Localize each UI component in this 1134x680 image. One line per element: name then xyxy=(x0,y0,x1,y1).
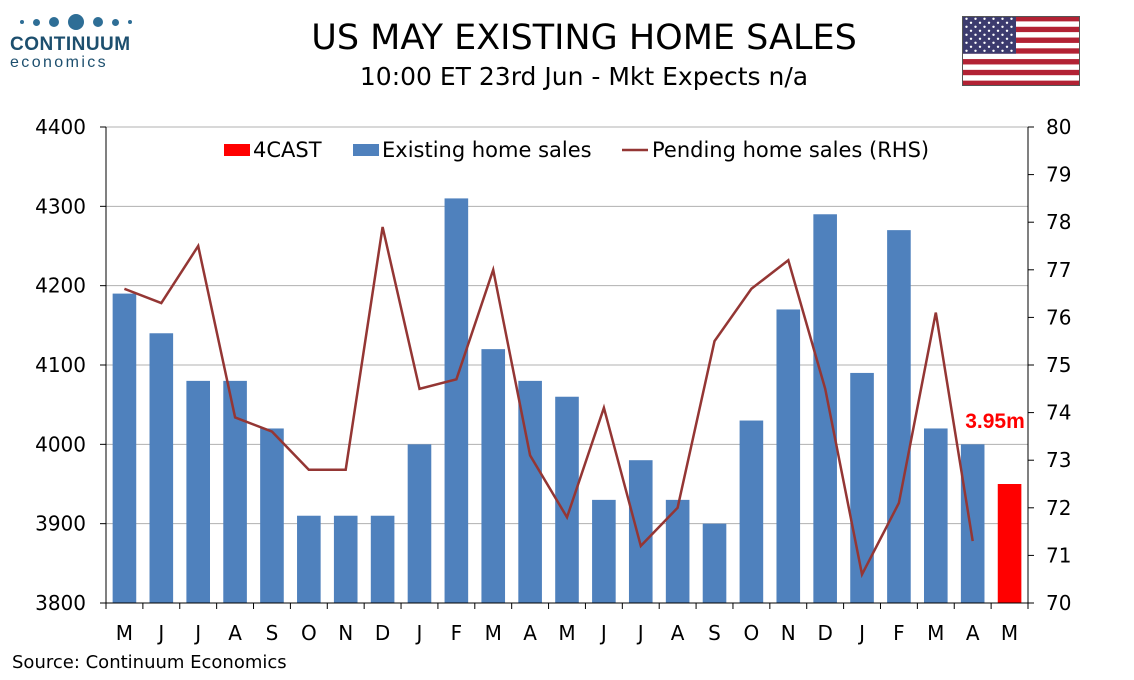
x-tick-label: D xyxy=(375,621,390,645)
y-right-tick-label: 72 xyxy=(1046,496,1071,520)
bar-existing-home-sales xyxy=(333,515,358,603)
legend-swatch-existing xyxy=(353,144,379,156)
x-tick-label: D xyxy=(817,621,832,645)
y-right-tick-label: 77 xyxy=(1046,258,1071,282)
bar-existing-home-sales xyxy=(555,396,579,603)
x-tick-label: N xyxy=(781,621,796,645)
company-logo: CONTINUUM economics xyxy=(10,12,140,72)
bar-existing-home-sales xyxy=(887,230,911,603)
forecast-value-label: 3.95m xyxy=(965,410,1025,433)
bar-existing-home-sales xyxy=(260,428,284,603)
logo-dot xyxy=(112,18,119,26)
source-note: Source: Continuum Economics xyxy=(12,652,287,673)
logo-dot xyxy=(93,17,103,27)
x-tick-label: O xyxy=(744,621,760,645)
x-tick-label: A xyxy=(228,621,242,645)
bar-existing-home-sales xyxy=(223,380,247,603)
bar-existing-home-sales xyxy=(702,523,727,603)
logo-dot xyxy=(33,18,40,26)
y-left-tick-label: 4000 xyxy=(35,432,86,456)
chart-title: US MAY EXISTING HOME SALES xyxy=(311,18,857,58)
y-left-tick-label: 3800 xyxy=(35,591,86,615)
bar-existing-home-sales xyxy=(628,460,653,603)
logo-dot xyxy=(20,20,24,24)
y-right-tick-label: 76 xyxy=(1046,305,1071,329)
bar-existing-home-sales xyxy=(186,380,211,603)
bar-existing-home-sales xyxy=(370,515,395,603)
legend: 4CAST Existing home sales Pending home sal… xyxy=(224,138,929,162)
x-tick-label: J xyxy=(599,621,607,645)
bar-existing-home-sales xyxy=(739,420,764,603)
logo-name: CONTINUUM xyxy=(10,34,131,55)
bar-existing-home-sales xyxy=(481,349,506,603)
y-right-tick-label: 75 xyxy=(1046,353,1071,377)
x-tick-label: S xyxy=(708,621,721,645)
logo-dot xyxy=(68,14,84,30)
y-right-tick-label: 74 xyxy=(1046,401,1071,425)
bar-forecast xyxy=(997,484,1022,603)
line-group xyxy=(123,226,974,579)
bar-existing-home-sales xyxy=(923,428,948,603)
pending-home-sales-line xyxy=(123,226,974,579)
axes-group: 3800 3900 4000 4100 4200 4300 4400 70 71 72 73 74 75… xyxy=(35,115,1071,645)
y-right-tick-label: 78 xyxy=(1046,210,1071,234)
legend-label-pending: Pending home sales (RHS) xyxy=(652,138,929,162)
y-right-tick-label: 80 xyxy=(1046,115,1071,139)
legend-label-forecast: 4CAST xyxy=(253,138,322,162)
chart-subtitle: 10:00 ET 23rd Jun - Mkt Expects n/a xyxy=(359,62,809,91)
bar-existing-home-sales xyxy=(112,293,137,603)
x-tick-label: J xyxy=(415,621,423,645)
bar-existing-home-sales xyxy=(518,380,542,603)
bars-group xyxy=(112,198,1022,603)
y-right-tick-label: 71 xyxy=(1046,543,1071,567)
y-left-tick-label: 4300 xyxy=(35,194,86,218)
bar-existing-home-sales xyxy=(592,499,616,603)
x-tick-label: O xyxy=(301,621,317,645)
x-tick-label: J xyxy=(636,621,644,645)
x-tick-label: A xyxy=(671,621,685,645)
bar-existing-home-sales xyxy=(813,214,837,603)
x-tick-label: M xyxy=(1001,621,1018,645)
x-tick-label: N xyxy=(338,621,353,645)
x-tick-label: J xyxy=(193,621,201,645)
bar-existing-home-sales xyxy=(444,198,469,603)
y-right-tick-label: 79 xyxy=(1046,163,1071,187)
x-tick-label: F xyxy=(451,621,463,645)
bar-existing-home-sales xyxy=(297,515,321,603)
x-tick-label: M xyxy=(927,621,944,645)
x-tick-label: F xyxy=(893,621,905,645)
x-tick-label: A xyxy=(966,621,980,645)
logo-dots xyxy=(10,12,140,32)
x-tick-label: M xyxy=(558,621,575,645)
y-left-tick-label: 4100 xyxy=(35,353,86,377)
x-tick-label: M xyxy=(485,621,502,645)
bar-existing-home-sales xyxy=(960,444,985,603)
legend-swatch-forecast xyxy=(224,144,250,156)
logo-dot xyxy=(49,17,59,27)
x-tick-label: A xyxy=(523,621,537,645)
y-left-tick-label: 4400 xyxy=(35,115,86,139)
y-right-tick-label: 73 xyxy=(1046,448,1071,472)
y-right-tick-label: 70 xyxy=(1046,591,1071,615)
logo-sub: economics xyxy=(10,54,109,71)
annotations: 3.95m xyxy=(965,410,1025,433)
bar-existing-home-sales xyxy=(665,499,690,603)
legend-label-existing: Existing home sales xyxy=(382,138,592,162)
x-tick-label: J xyxy=(857,621,865,645)
bar-existing-home-sales xyxy=(149,333,174,603)
us-flag-icon xyxy=(962,16,1080,86)
bar-existing-home-sales xyxy=(776,309,801,603)
y-left-tick-label: 3900 xyxy=(35,512,86,536)
x-tick-label: J xyxy=(156,621,164,645)
bar-existing-home-sales xyxy=(407,444,432,603)
x-tick-label: S xyxy=(266,621,279,645)
x-tick-label: M xyxy=(116,621,133,645)
logo-dot xyxy=(128,20,132,24)
y-left-tick-label: 4200 xyxy=(35,274,86,298)
